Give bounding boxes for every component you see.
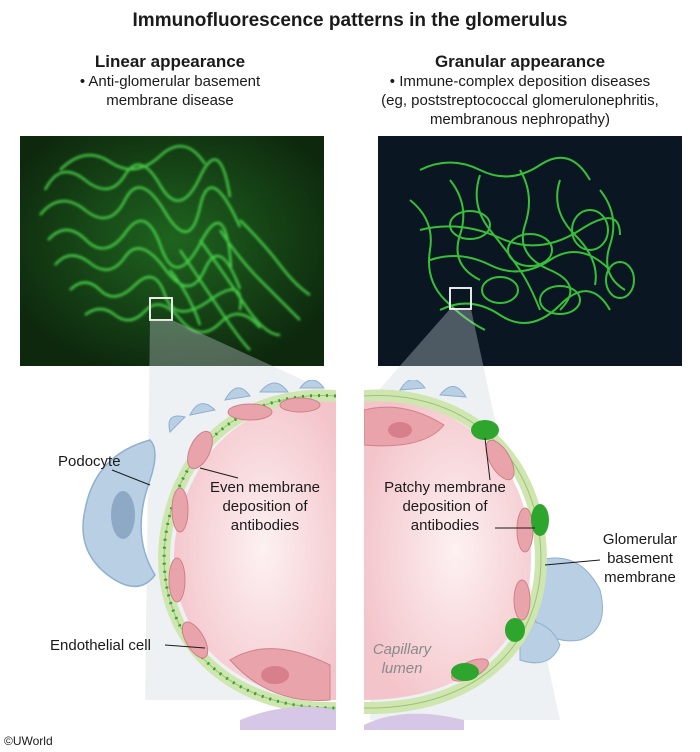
- patchy-deposition-line2: deposition of: [402, 498, 488, 515]
- patchy-deposition-line3: antibodies: [410, 517, 480, 534]
- copyright: ©UWorld: [4, 734, 53, 748]
- patchy-deposition-label: Patchy membrane deposition of antibodies: [375, 478, 515, 535]
- left-capillary: [82, 380, 336, 730]
- figure-title: Immunofluorescence patterns in the glome…: [132, 10, 568, 31]
- linear-heading-block: Linear appearance • Anti-glomerular base…: [40, 52, 300, 110]
- granular-bullet-line3: membranous nephropathy): [429, 111, 611, 128]
- granular-bullet-line2: (eg, poststreptococcal glomerulonephriti…: [381, 92, 659, 109]
- granular-bullet-line1: • Immune-complex deposition diseases: [389, 73, 651, 90]
- endothelial-cell-label: Endothelial cell: [50, 637, 151, 654]
- leader-lines: [111, 437, 601, 649]
- linear-bullet-line1: • Anti-glomerular basement: [79, 73, 261, 90]
- gbm-label: Glomerular basement membrane: [590, 530, 690, 587]
- lumen-line1: Capillary: [372, 641, 432, 658]
- patchy-deposition-line1: Patchy membrane: [384, 479, 506, 496]
- gbm-line3: membrane: [604, 569, 676, 586]
- granular-micrograph: [378, 136, 682, 366]
- even-deposition-line3: antibodies: [230, 517, 300, 534]
- gbm-line1: Glomerular: [602, 531, 678, 548]
- granular-heading: Granular appearance: [434, 52, 606, 71]
- capillary-lumen-label: Capillary lumen: [362, 640, 442, 678]
- patchy-deposits: [451, 420, 549, 681]
- lumen-line2: lumen: [381, 660, 423, 677]
- linear-micrograph: [20, 136, 324, 366]
- even-deposition-label: Even membrane deposition of antibodies: [205, 478, 325, 535]
- even-deposition-line1: Even membrane: [209, 479, 321, 496]
- granular-heading-block: Granular appearance • Immune-complex dep…: [350, 52, 690, 129]
- podocyte-label: Podocyte: [58, 453, 121, 470]
- linear-heading: Linear appearance: [94, 52, 246, 71]
- even-deposition-line2: deposition of: [222, 498, 308, 515]
- gbm-line2: basement: [607, 550, 673, 567]
- linear-bullet-line2: membrane disease: [106, 92, 234, 109]
